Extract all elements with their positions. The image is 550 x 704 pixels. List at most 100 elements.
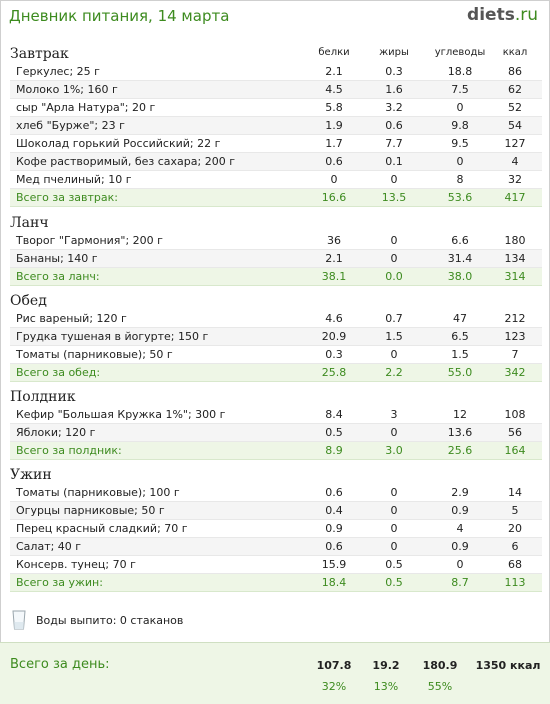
column-fat: жиры	[379, 47, 409, 58]
food-row[interactable]: Бананы; 140 г 2.1 0 31.4 134	[10, 250, 542, 268]
food-value: 1.5	[385, 330, 403, 343]
food-row[interactable]: Геркулес; 25 г 2.1 0.3 18.8 86	[10, 63, 542, 81]
total-label: Всего за полдник:	[16, 444, 122, 457]
food-value: 4.6	[325, 312, 343, 325]
food-name: хлеб "Бурже"; 23 г	[16, 119, 125, 132]
section-total-row: Всего за ланч: 38.1 0.0 38.0 314	[10, 268, 542, 286]
food-value: 12	[453, 408, 467, 421]
food-row[interactable]: Рис вареный; 120 г 4.6 0.7 47 212	[10, 310, 542, 328]
food-row[interactable]: Кофе растворимый, без сахара; 200 г 0.6 0.…	[10, 153, 542, 171]
day-total: Всего за день: 107.8 19.2 180.9 1350 кка…	[0, 642, 550, 704]
food-row[interactable]: хлеб "Бурже"; 23 г 1.9 0.6 9.8 54	[10, 117, 542, 135]
food-value: 4.5	[325, 83, 343, 96]
food-value: 0	[330, 173, 338, 186]
food-row[interactable]: Томаты (парниковые); 50 г 0.3 0 1.5 7	[10, 346, 542, 364]
food-row[interactable]: Консерв. тунец; 70 г 15.9 0.5 0 68	[10, 556, 542, 574]
food-row[interactable]: Молоко 1%; 160 г 4.5 1.6 7.5 62	[10, 81, 542, 99]
food-value: 14	[508, 486, 522, 499]
food-name: Томаты (парниковые); 100 г	[16, 486, 180, 499]
food-row[interactable]: Кефир "Большая Кружка 1%"; 300 г 8.4 3 12 10…	[10, 406, 542, 424]
food-value: 5	[511, 504, 519, 517]
food-value: 13.6	[447, 426, 473, 439]
food-name: Грудка тушеная в йогурте; 150 г	[16, 330, 209, 343]
total-label: Всего за ланч:	[16, 270, 100, 283]
water-tracker: Воды выпито: 0 стаканов	[12, 610, 412, 632]
food-value: 0	[390, 486, 398, 499]
total-value: 0.0	[385, 270, 403, 283]
total-value: 417	[504, 191, 526, 204]
food-row[interactable]: Мед пчелиный; 10 г 0 0 8 32	[10, 171, 542, 189]
food-value: 4	[456, 522, 464, 535]
site-logo[interactable]: diets.ru	[467, 5, 538, 25]
day-kcal: 1350 ккал	[475, 659, 541, 672]
food-value: 0.1	[385, 155, 403, 168]
food-name: Шоколад горький Российский; 22 г	[16, 137, 221, 150]
food-value: 52	[508, 101, 522, 114]
food-row[interactable]: Огурцы парниковые; 50 г 0.4 0 0.9 5	[10, 502, 542, 520]
food-value: 47	[453, 312, 467, 325]
food-row[interactable]: Томаты (парниковые); 100 г 0.6 0 2.9 14	[10, 484, 542, 502]
food-value: 0.6	[325, 486, 343, 499]
section-title: Обед	[10, 293, 47, 309]
food-value: 20	[508, 522, 522, 535]
day-fat-pct: 13%	[373, 680, 399, 693]
food-name: Яблоки; 120 г	[16, 426, 96, 439]
food-value: 86	[508, 65, 522, 78]
total-value: 25.8	[321, 366, 347, 379]
total-value: 25.6	[447, 444, 473, 457]
food-name: Геркулес; 25 г	[16, 65, 100, 78]
food-name: сыр "Арла Натура"; 20 г	[16, 101, 156, 114]
food-name: Творог "Гармония"; 200 г	[16, 234, 163, 247]
food-value: 18.8	[447, 65, 473, 78]
food-value: 2.9	[451, 486, 469, 499]
food-row[interactable]: сыр "Арла Натура"; 20 г 5.8 3.2 0 52	[10, 99, 542, 117]
total-value: 18.4	[321, 576, 347, 589]
total-label: Всего за ужин:	[16, 576, 103, 589]
glass-icon[interactable]	[12, 610, 26, 630]
food-name: Салат; 40 г	[16, 540, 82, 553]
column-protein: белки	[318, 47, 350, 58]
food-value: 0.6	[385, 119, 403, 132]
food-row[interactable]: Творог "Гармония"; 200 г 36 0 6.6 180	[10, 232, 542, 250]
food-value: 0.6	[325, 155, 343, 168]
header: Дневник питания, 14 марта diets.ru	[0, 0, 550, 36]
food-value: 0	[390, 522, 398, 535]
column-carbs: углеводы	[434, 47, 486, 58]
section-title: Ужин	[10, 467, 52, 483]
total-label: Всего за завтрак:	[16, 191, 119, 204]
total-value: 38.0	[447, 270, 473, 283]
total-value: 342	[504, 366, 526, 379]
food-value: 0	[390, 234, 398, 247]
food-value: 1.5	[451, 348, 469, 361]
food-value: 0	[390, 426, 398, 439]
food-value: 8	[456, 173, 464, 186]
total-value: 38.1	[321, 270, 347, 283]
food-value: 54	[508, 119, 522, 132]
food-row[interactable]: Яблоки; 120 г 0.5 0 13.6 56	[10, 424, 542, 442]
total-value: 0.5	[385, 576, 403, 589]
food-value: 1.7	[325, 137, 343, 150]
food-value: 6	[511, 540, 519, 553]
section-total-row: Всего за ужин: 18.4 0.5 8.7 113	[10, 574, 542, 592]
column-headers: белки жиры углеводы ккал	[0, 47, 550, 61]
food-value: 20.9	[321, 330, 347, 343]
food-value: 127	[504, 137, 526, 150]
food-row[interactable]: Перец красный сладкий; 70 г 0.9 0 4 20	[10, 520, 542, 538]
food-value: 0	[456, 558, 464, 571]
total-value: 2.2	[385, 366, 403, 379]
food-value: 1.6	[385, 83, 403, 96]
food-name: Бананы; 140 г	[16, 252, 98, 265]
total-value: 3.0	[385, 444, 403, 457]
food-name: Мед пчелиный; 10 г	[16, 173, 132, 186]
food-value: 5.8	[325, 101, 343, 114]
total-value: 314	[504, 270, 526, 283]
food-row[interactable]: Грудка тушеная в йогурте; 150 г 20.9 1.5 6.…	[10, 328, 542, 346]
food-row[interactable]: Салат; 40 г 0.6 0 0.9 6	[10, 538, 542, 556]
total-value: 113	[504, 576, 526, 589]
food-value: 9.8	[451, 119, 469, 132]
water-text: Воды выпито: 0 стаканов	[36, 614, 184, 627]
food-name: Кефир "Большая Кружка 1%"; 300 г	[16, 408, 226, 421]
food-value: 0	[390, 504, 398, 517]
food-value: 0	[390, 348, 398, 361]
food-row[interactable]: Шоколад горький Российский; 22 г 1.7 7.7 9.…	[10, 135, 542, 153]
